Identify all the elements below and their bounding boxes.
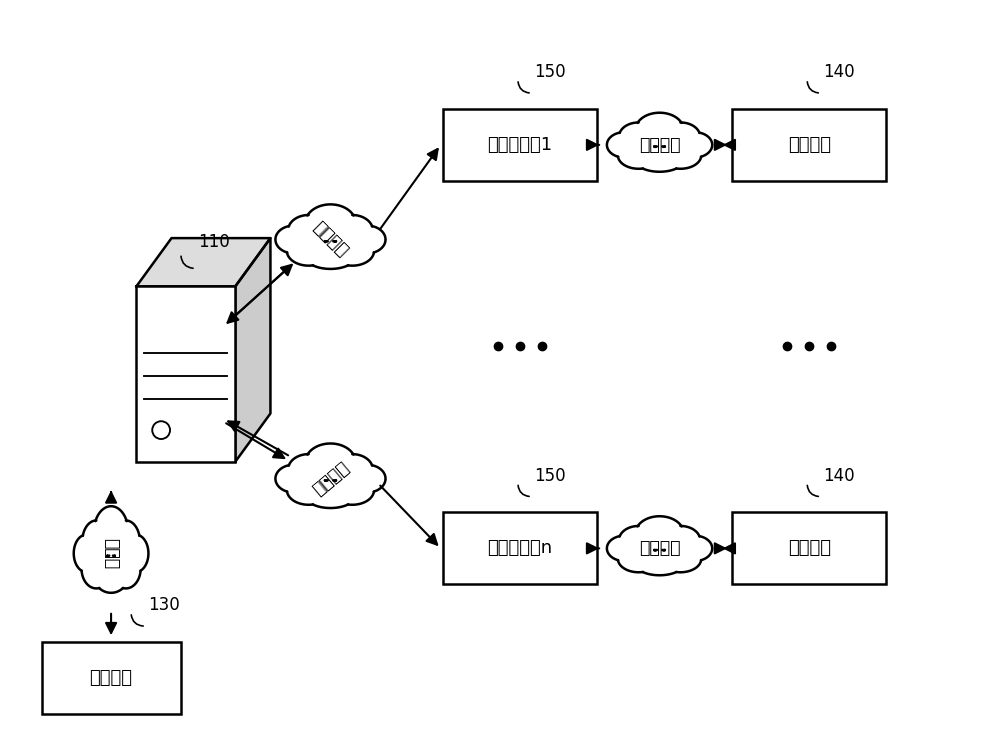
Text: 代理节点: 代理节点: [788, 539, 831, 557]
Ellipse shape: [288, 215, 329, 246]
Ellipse shape: [330, 236, 374, 265]
Bar: [732, 109, 886, 181]
Ellipse shape: [677, 132, 712, 158]
Ellipse shape: [619, 526, 658, 554]
Ellipse shape: [82, 549, 111, 588]
Ellipse shape: [287, 475, 330, 504]
Text: 区块链节点n: 区块链节点n: [487, 539, 553, 557]
Ellipse shape: [332, 454, 373, 485]
Polygon shape: [235, 238, 270, 461]
Text: 140: 140: [823, 467, 855, 485]
Ellipse shape: [74, 535, 99, 572]
Ellipse shape: [111, 549, 141, 588]
Text: 150: 150: [534, 63, 566, 81]
Text: 130: 130: [148, 596, 180, 614]
Bar: [443, 109, 597, 181]
Ellipse shape: [635, 516, 684, 550]
Text: 网络连接: 网络连接: [639, 539, 680, 557]
Bar: [732, 513, 886, 584]
Ellipse shape: [661, 122, 700, 151]
Text: 110: 110: [198, 234, 230, 252]
Text: 数据库: 数据库: [102, 538, 120, 569]
Ellipse shape: [618, 142, 660, 169]
Bar: [136, 287, 235, 461]
Text: 网络连接: 网络连接: [309, 458, 352, 499]
Ellipse shape: [124, 535, 148, 572]
Ellipse shape: [288, 454, 329, 485]
Ellipse shape: [305, 443, 356, 481]
Ellipse shape: [330, 475, 374, 504]
Ellipse shape: [607, 132, 642, 158]
Ellipse shape: [634, 146, 685, 172]
Ellipse shape: [677, 535, 712, 561]
Text: 150: 150: [534, 467, 566, 485]
Ellipse shape: [275, 225, 312, 253]
Ellipse shape: [332, 215, 373, 246]
Ellipse shape: [349, 225, 386, 253]
Ellipse shape: [660, 142, 701, 169]
Polygon shape: [136, 238, 270, 287]
Text: 存储设备: 存储设备: [90, 669, 133, 687]
Ellipse shape: [661, 526, 700, 554]
Bar: [42, 642, 181, 714]
Ellipse shape: [607, 535, 642, 561]
Ellipse shape: [304, 241, 357, 269]
Ellipse shape: [305, 204, 356, 242]
Ellipse shape: [112, 520, 140, 562]
Text: 区块链节点1: 区块链节点1: [487, 136, 553, 154]
Ellipse shape: [660, 545, 701, 572]
Ellipse shape: [304, 480, 357, 508]
Ellipse shape: [619, 122, 658, 151]
Bar: [443, 513, 597, 584]
Ellipse shape: [634, 550, 685, 575]
Ellipse shape: [82, 520, 110, 562]
Text: 代理节点: 代理节点: [788, 136, 831, 154]
Ellipse shape: [93, 556, 129, 593]
Ellipse shape: [287, 236, 330, 265]
Ellipse shape: [94, 506, 128, 556]
Text: 140: 140: [823, 63, 855, 81]
Ellipse shape: [618, 545, 660, 572]
Text: 网络连接: 网络连接: [309, 219, 352, 261]
Ellipse shape: [635, 113, 684, 147]
Text: 网络连接: 网络连接: [639, 136, 680, 154]
Ellipse shape: [349, 464, 386, 492]
Ellipse shape: [275, 464, 312, 492]
